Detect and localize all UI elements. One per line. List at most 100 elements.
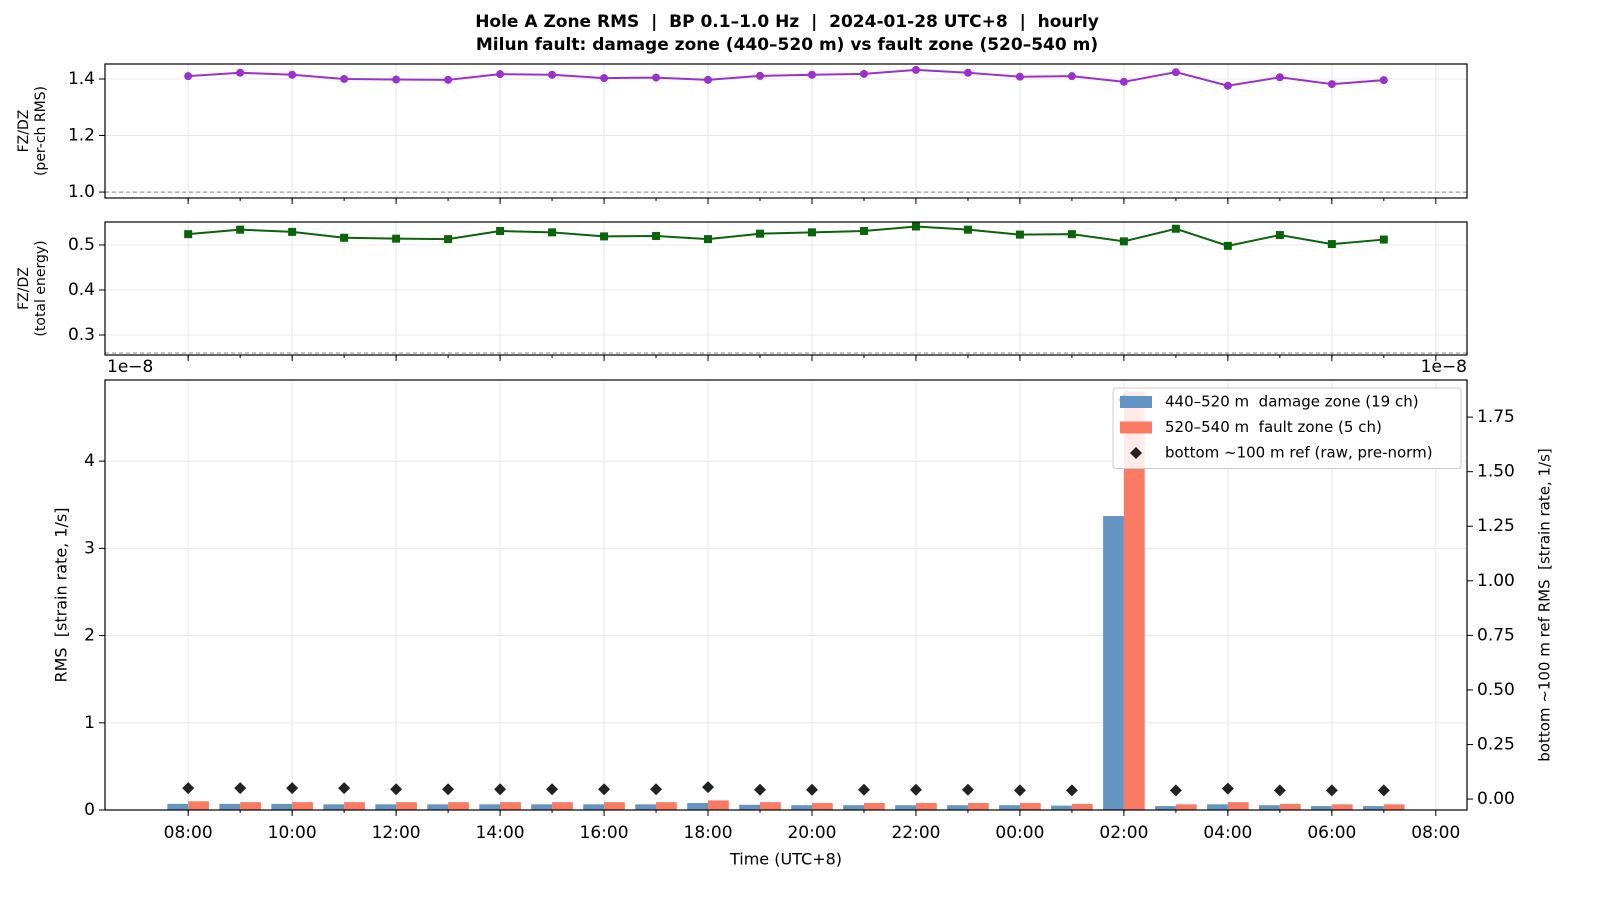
y-tick-label: 1.4 xyxy=(68,69,95,89)
bar xyxy=(323,804,345,810)
y2-tick-label: 1.25 xyxy=(1477,516,1515,536)
y-axis-label: (total energy) xyxy=(33,240,49,336)
x-tick-label: 08:00 xyxy=(164,823,213,843)
x-tick-label: 00:00 xyxy=(995,823,1044,843)
bar xyxy=(219,803,241,810)
plot-frame xyxy=(104,221,1468,356)
bar xyxy=(1051,805,1072,810)
legend-box xyxy=(1112,387,1462,469)
bar xyxy=(344,802,365,810)
y2-axis-label: bottom ~100 m ref RMS [strain rate, 1/s] xyxy=(1536,448,1554,762)
y-tick-label: 1.2 xyxy=(68,126,95,146)
y2-offset-label: 1e−8 xyxy=(1421,357,1467,377)
y2-tick-label: 0.00 xyxy=(1477,789,1515,809)
marker xyxy=(286,782,299,795)
marker xyxy=(1169,784,1182,797)
marker xyxy=(652,231,661,240)
bar xyxy=(375,804,397,810)
marker xyxy=(911,65,920,74)
marker xyxy=(340,233,349,242)
y2-tick-label: 1.00 xyxy=(1477,571,1515,591)
chart-subtitle: Milun fault: damage zone (440–520 m) vs … xyxy=(476,35,1098,55)
legend-label: 440–520 m damage zone (19 ch) xyxy=(1165,393,1419,411)
marker xyxy=(1015,230,1024,239)
marker xyxy=(1119,237,1128,246)
x-tick-label: 02:00 xyxy=(1099,823,1148,843)
y-axis-label: RMS [strain rate, 1/s] xyxy=(52,508,71,683)
bar xyxy=(583,804,605,810)
legend-label: bottom ~100 m ref (raw, pre-norm) xyxy=(1165,444,1433,462)
marker xyxy=(288,227,297,236)
x-tick-label: 20:00 xyxy=(787,823,836,843)
marker xyxy=(756,71,765,80)
x-tick-label: 22:00 xyxy=(891,823,940,843)
marker xyxy=(702,781,715,794)
y2-tick-label: 0.25 xyxy=(1477,735,1515,755)
marker xyxy=(340,74,349,83)
marker xyxy=(182,782,195,795)
marker xyxy=(1221,782,1234,795)
marker xyxy=(600,232,609,241)
marker xyxy=(704,235,713,244)
bar xyxy=(1279,803,1301,810)
marker xyxy=(963,225,972,234)
y-tick-label: 0.3 xyxy=(68,325,95,345)
line xyxy=(188,68,1384,87)
bar xyxy=(760,802,781,810)
marker xyxy=(1065,784,1078,797)
marker xyxy=(1275,231,1284,240)
y-tick-label: 3 xyxy=(84,538,95,558)
marker xyxy=(1275,73,1284,82)
bar xyxy=(448,802,469,810)
marker xyxy=(496,227,505,236)
bar xyxy=(967,803,989,810)
marker xyxy=(961,783,974,796)
y-axis-label: FZ/DZ xyxy=(16,267,32,310)
marker xyxy=(911,222,920,231)
x-axis-label: Time (UTC+8) xyxy=(729,850,842,869)
bar xyxy=(1331,804,1353,810)
marker xyxy=(963,68,972,77)
marker xyxy=(1379,235,1388,244)
plot-frame xyxy=(104,63,1468,199)
legend-swatch xyxy=(1120,396,1152,408)
marker xyxy=(600,74,609,83)
bar xyxy=(167,803,189,810)
legend-swatch xyxy=(1130,447,1142,459)
marker xyxy=(548,228,557,237)
y-tick-label: 4 xyxy=(84,451,95,471)
y-tick-label: 0.5 xyxy=(68,235,95,255)
bar xyxy=(500,802,521,810)
x-tick-label: 04:00 xyxy=(1203,823,1252,843)
marker xyxy=(444,75,453,84)
bar xyxy=(739,804,761,810)
bar xyxy=(240,802,261,810)
marker xyxy=(184,230,193,239)
bar xyxy=(915,803,937,810)
y-tick-label: 0.4 xyxy=(68,280,95,300)
bar xyxy=(687,803,709,810)
marker xyxy=(650,783,663,796)
legend-label: 520–540 m fault zone (5 ch) xyxy=(1165,418,1382,436)
bar xyxy=(635,804,657,810)
bar xyxy=(863,803,885,810)
bar xyxy=(947,805,968,810)
marker xyxy=(494,783,507,796)
bar xyxy=(531,804,553,810)
marker xyxy=(1067,72,1076,81)
y-tick-label: 2 xyxy=(84,626,95,646)
bar xyxy=(1227,802,1249,810)
marker xyxy=(444,235,453,244)
marker xyxy=(288,70,297,79)
marker xyxy=(1327,80,1336,89)
y-axis-label: (per-ch RMS) xyxy=(33,86,49,176)
bar xyxy=(188,801,209,810)
marker xyxy=(859,227,868,236)
marker xyxy=(652,73,661,82)
marker xyxy=(548,70,557,79)
plot-frame xyxy=(104,379,1468,811)
line xyxy=(188,225,1384,247)
marker xyxy=(1273,784,1286,797)
bar xyxy=(396,802,417,810)
